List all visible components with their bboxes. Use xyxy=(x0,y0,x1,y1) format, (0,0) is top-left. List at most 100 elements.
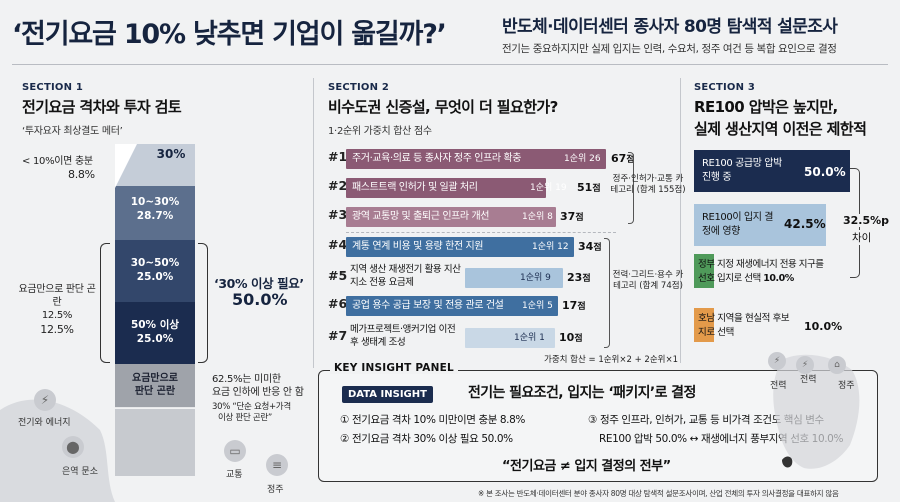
group1-bracket xyxy=(628,152,634,224)
row5-bar xyxy=(465,268,563,288)
s3-item-4-text: 호남 지역을 현실적 후보지로 선택 xyxy=(698,313,790,338)
s1-bottom-note-3: 30% “단순 요청+가격 xyxy=(212,402,291,412)
row5-score: 23점 xyxy=(567,268,591,289)
electricity-icon: ⚡ xyxy=(34,389,56,411)
home-pin-icon: ⌂ xyxy=(828,356,846,374)
footnote: ※ 본 조사는 반도체·데이터센터 분야 종사자 80명 대상 탐색적 설문조사… xyxy=(478,489,839,498)
s1-bottom-note-2: 요금 인하에 반응 안 함 xyxy=(212,387,304,398)
row5-score-unit: 점 xyxy=(582,274,591,284)
row1-label: 주거·교육·의료 등 종사자 정주 인프라 확충 xyxy=(352,153,522,164)
group1-label: 정주·인허가·교통 카테고리 (합계 155점) xyxy=(610,174,686,195)
s1-top-note-label: < 10%이면 충분 xyxy=(22,156,93,167)
chart-separator xyxy=(346,232,616,233)
row2-score: 51점 xyxy=(577,178,601,199)
s1-top-note-value: 8.8% xyxy=(68,168,95,181)
page-subtitle: 반도체·데이터센터 종사자 80명 탐색적 설문조사 xyxy=(502,17,838,37)
s1-bottom-note-1: 62.5%는 미미한 xyxy=(212,374,281,385)
row3-score-value: 37 xyxy=(560,210,576,223)
row7-score: 10점 xyxy=(559,328,583,349)
row4-score: 34점 xyxy=(578,237,602,258)
page-description: 전기는 중요하지지만 실제 입지는 인력, 수요처, 정주 여건 등 복합 요인… xyxy=(502,43,837,55)
row6-first: 1순위 5 xyxy=(522,301,553,311)
row3-score-unit: 점 xyxy=(575,213,584,223)
s1-left-value-1: 12.5% xyxy=(41,310,73,321)
row4-score-value: 34 xyxy=(578,240,594,253)
row2-first: 1순위 19 xyxy=(530,183,567,193)
section2-subtitle: 1·2순위 가중치 합산 점수 xyxy=(328,126,432,137)
row3-label: 광역 교통망 및 출퇴근 인프라 개선 xyxy=(352,211,490,222)
row2-score-unit: 점 xyxy=(592,184,601,194)
s1-map-outline xyxy=(0,399,115,502)
row5-first: 1순위 9 xyxy=(520,273,551,283)
row1-rank: #1 xyxy=(328,149,348,164)
investment-meter: 30% 10~30% 28.7% 30~50% 25.0% 50% 이상 25.… xyxy=(115,144,195,476)
insight-point-3: ③ 정주 인프라, 인허가, 교통 등 비가격 조건도 핵심 변수 xyxy=(588,414,824,426)
section3-title-1: RE100 압박은 높지만, xyxy=(694,98,838,116)
section1-subtitle: ‘투자요자 최상결도 메터’ xyxy=(22,126,123,137)
s1-bracket-label: ‘30% 이상 필요’ xyxy=(214,276,304,291)
insight-panel-label: KEY INSIGHT PANEL xyxy=(330,362,458,374)
s1-left-value-2: 12.5% xyxy=(40,323,74,336)
row6-rank: #6 xyxy=(328,296,348,311)
s3-item-2-value: 42.5% xyxy=(784,217,826,231)
document-icon: ≡ xyxy=(266,454,288,476)
insight-headline: 전기는 필요조건, 입지는 ‘패키지’로 결정 xyxy=(468,385,696,401)
row1-first: 1순위 26 xyxy=(564,154,601,164)
row4-label: 계통 연계 비용 및 용량 한전 지원 xyxy=(352,241,484,252)
row5-label: 지역 생산 재생전기 활용 지산지소 전용 요금제 xyxy=(350,264,461,288)
s3-diff-value: 32.5%p xyxy=(842,214,891,227)
section2-formula: 가중치 합산 = 1순위×2 + 2순위×1 xyxy=(544,355,679,365)
s3-item-1-text: RE100 공급망 압박 진행 중 xyxy=(702,158,782,183)
s1-bottom-note-4: 이상 판단 곤란” xyxy=(218,413,273,423)
row3-bar xyxy=(346,207,556,227)
s3-item-3-marker xyxy=(694,254,714,288)
divider-1 xyxy=(313,78,314,368)
section3-title-2: 실제 생산지역 이전은 제한적 xyxy=(694,120,867,138)
car-icon: ▭ xyxy=(224,440,246,462)
meter-graphic xyxy=(115,144,195,476)
meter-seg2-value: 28.7% xyxy=(136,210,174,222)
insight-point-1: ① 전기요금 격차 10% 미만이면 충분 8.8% xyxy=(340,414,525,426)
s3-diff-label: 차이 xyxy=(852,230,872,245)
row7-score-unit: 점 xyxy=(574,334,583,344)
s1-map-label-4: 정주 xyxy=(267,485,284,495)
location-pin-icon: ⬤ xyxy=(62,436,84,458)
meter-seg-50-plus xyxy=(115,302,195,364)
section2-title: 비수도권 신증설, 무엇이 더 필요한가? xyxy=(328,98,558,116)
row2-score-value: 51 xyxy=(577,181,593,194)
row2-bar xyxy=(346,178,546,198)
row2-label: 패스트트랙 인허가 및 일괄 처리 xyxy=(352,182,478,193)
row4-score-unit: 점 xyxy=(593,243,602,253)
meter-seg5-label: 요금만으로 판단 곤란 xyxy=(132,373,178,397)
row1-score-value: 67 xyxy=(611,152,627,165)
s1-left-label-text: 요금만으로 판단 곤란 xyxy=(18,284,96,308)
row6-score: 17점 xyxy=(562,296,586,317)
s3-item-2-text: RE100이 입지 결정에 영향 xyxy=(702,212,774,237)
s3-item-4-marker xyxy=(694,308,714,342)
row7-first: 1순위 1 xyxy=(514,333,545,343)
row4-first: 1순위 12 xyxy=(532,242,569,252)
insight-point-2: ② 전기요금 격차 30% 이상 필요 50.0% xyxy=(340,433,513,445)
data-insight-badge: DATA INSIGHT xyxy=(342,386,433,403)
s1-bracket-value: 50.0% xyxy=(232,290,288,309)
row3-score: 37점 xyxy=(560,207,584,228)
meter-seg3-label: 30~50% xyxy=(130,257,180,269)
row3-first: 1순위 8 xyxy=(522,212,553,222)
header-divider xyxy=(12,64,888,65)
s3-item-1 xyxy=(694,150,850,192)
row5-rank: #5 xyxy=(328,268,348,283)
insight-map-label-3: 정주 xyxy=(838,381,855,391)
group2-label: 전력·그리드·용수 카테고리 (합계 74점) xyxy=(612,270,684,291)
divider-2 xyxy=(680,78,681,363)
meter-seg-10-30 xyxy=(115,186,195,240)
row6-label: 공업 용수 공급 보장 및 전용 관로 건설 xyxy=(352,300,504,311)
s1-map-label-3: 교통 xyxy=(226,470,243,480)
row7-rank: #7 xyxy=(328,328,348,343)
section1-label: SECTION 1 xyxy=(22,82,84,93)
row4-bar xyxy=(346,237,574,257)
meter-seg2-label: 10~30% xyxy=(130,196,180,208)
meter-seg3-value: 25.0% xyxy=(136,271,174,283)
group2-bracket xyxy=(604,238,610,348)
power-pin-icon-1: ⚡ xyxy=(768,352,786,370)
s1-map-label-1: 전기와 에너지 xyxy=(18,418,71,428)
